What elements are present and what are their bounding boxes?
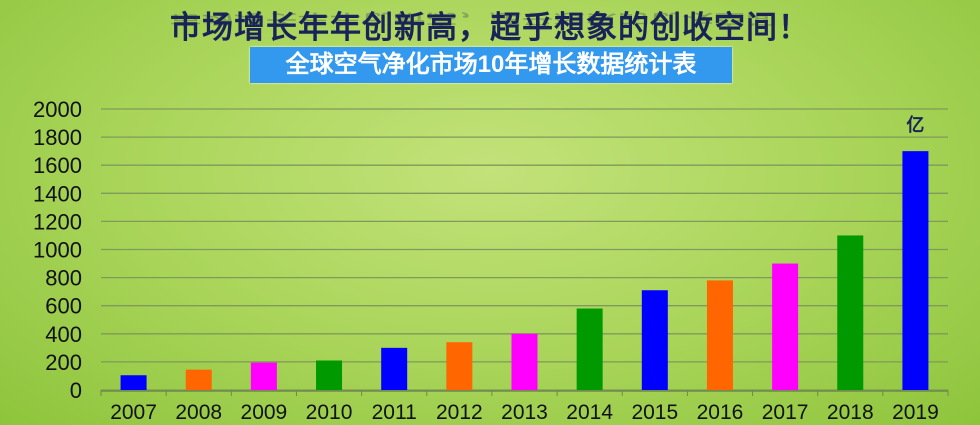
y-tick-label: 1800 xyxy=(33,125,82,150)
bar-2011 xyxy=(381,347,408,390)
x-tick-label: 2012 xyxy=(436,401,483,424)
y-tick-label: 400 xyxy=(45,322,82,347)
page-title: 市场增长年年创新高，超乎想象的创收空间！ xyxy=(170,10,810,45)
bar-2017 xyxy=(772,263,799,390)
chart-title: 全球空气净化市场10年增长数据统计表 xyxy=(250,47,732,83)
x-tick-label: 2009 xyxy=(241,401,288,424)
x-tick-label: 2014 xyxy=(566,401,613,424)
x-tick-label: 2007 xyxy=(110,401,157,424)
x-tick-label: 2017 xyxy=(762,401,809,424)
y-tick-label: 200 xyxy=(45,350,82,375)
bar-2012 xyxy=(446,342,473,390)
y-tick-label: 1200 xyxy=(33,209,82,234)
x-tick-label: 2011 xyxy=(372,401,417,424)
x-tick-label: 2018 xyxy=(827,401,874,424)
bar-2010 xyxy=(316,360,343,390)
y-tick-label: 1400 xyxy=(33,181,82,206)
x-tick-label: 2008 xyxy=(175,401,222,424)
bar-2014 xyxy=(576,308,603,390)
x-tick-label: 2016 xyxy=(697,401,744,424)
y-tick-label: 2000 xyxy=(33,97,82,122)
y-tick-label: 1000 xyxy=(33,238,82,263)
bar-2008 xyxy=(185,369,212,390)
bar-2015 xyxy=(641,290,668,390)
bar-2016 xyxy=(706,280,733,390)
bar-2019 xyxy=(902,151,929,390)
x-tick-label: 2013 xyxy=(501,401,548,424)
x-tick-label: 2019 xyxy=(892,401,939,424)
unit-label: 亿 xyxy=(906,114,924,136)
y-tick-label: 0 xyxy=(70,378,82,403)
bar-2018 xyxy=(837,235,864,390)
y-tick-label: 600 xyxy=(45,294,82,319)
bar-2007 xyxy=(120,375,147,390)
x-tick-label: 2010 xyxy=(306,401,353,424)
y-tick-label: 1600 xyxy=(33,153,82,178)
y-tick-label: 800 xyxy=(45,266,82,291)
bar-2013 xyxy=(511,333,538,390)
x-tick-label: 2015 xyxy=(631,401,678,424)
bar-2009 xyxy=(250,362,277,390)
